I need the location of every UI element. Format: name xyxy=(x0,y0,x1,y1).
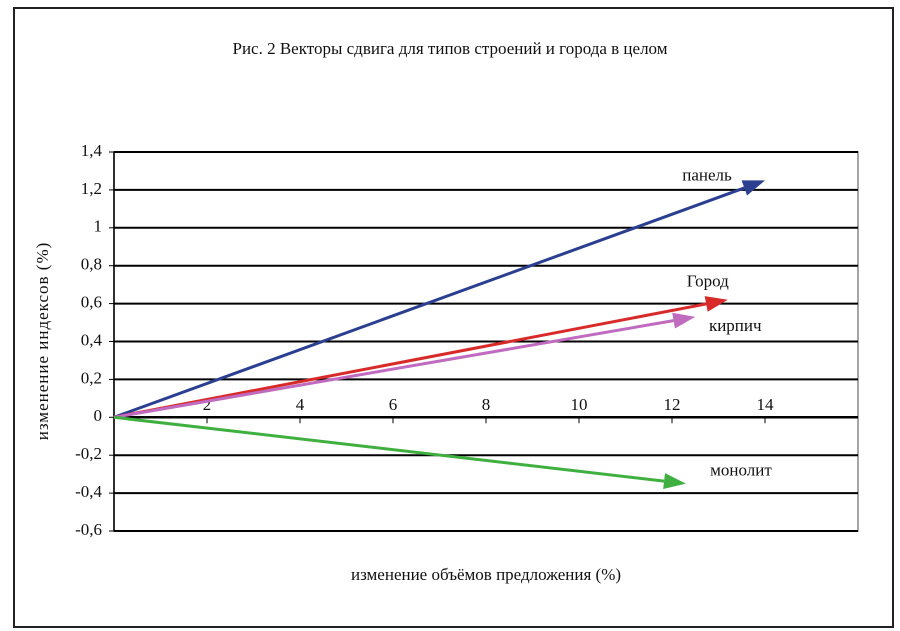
x-tick-label: 4 xyxy=(296,395,305,414)
y-tick-label: 0,6 xyxy=(81,293,102,312)
y-tick-label: 1 xyxy=(94,217,103,236)
vector xyxy=(113,415,686,490)
vector-label: Город xyxy=(687,272,729,291)
x-tick-label: 12 xyxy=(664,395,681,414)
x-tick-label: 10 xyxy=(571,395,588,414)
x-tick-label: 14 xyxy=(757,395,775,414)
vector-head xyxy=(704,296,728,312)
vector-shaft xyxy=(113,186,745,419)
y-tick-label: -0,4 xyxy=(75,482,102,501)
vector xyxy=(113,312,696,419)
y-tick-label: -0,6 xyxy=(75,520,102,539)
vector xyxy=(113,180,765,419)
x-tick-label: 8 xyxy=(482,395,491,414)
y-tick-label: 0,2 xyxy=(81,368,102,387)
y-axis-title: изменение индексов (%) xyxy=(33,242,52,441)
vector-label: монолит xyxy=(710,461,772,480)
x-tick-label: 2 xyxy=(203,395,212,414)
vector-label: кирпич xyxy=(709,316,762,335)
vector-label: панель xyxy=(682,165,732,184)
vector-head xyxy=(663,473,686,490)
chart-title: Рис. 2 Векторы сдвига для типов строений… xyxy=(232,39,667,58)
y-tick-label: 1,4 xyxy=(81,141,103,160)
x-axis-title: изменение объёмов предложения (%) xyxy=(351,565,621,584)
y-tick-label: 0 xyxy=(94,406,103,425)
vector-shaft xyxy=(113,319,674,419)
frame xyxy=(13,7,894,628)
vector-shaft xyxy=(113,415,665,483)
y-tick-label: -0,2 xyxy=(75,444,102,463)
y-tick-label: 1,2 xyxy=(81,179,102,198)
y-tick-label: 0,4 xyxy=(81,330,103,349)
x-tick-label: 6 xyxy=(389,395,398,414)
vector-head xyxy=(741,180,765,196)
y-tick-label: 0,8 xyxy=(81,255,102,274)
vector xyxy=(113,296,728,419)
vector-shaft xyxy=(113,302,707,419)
vector-head xyxy=(672,312,696,329)
